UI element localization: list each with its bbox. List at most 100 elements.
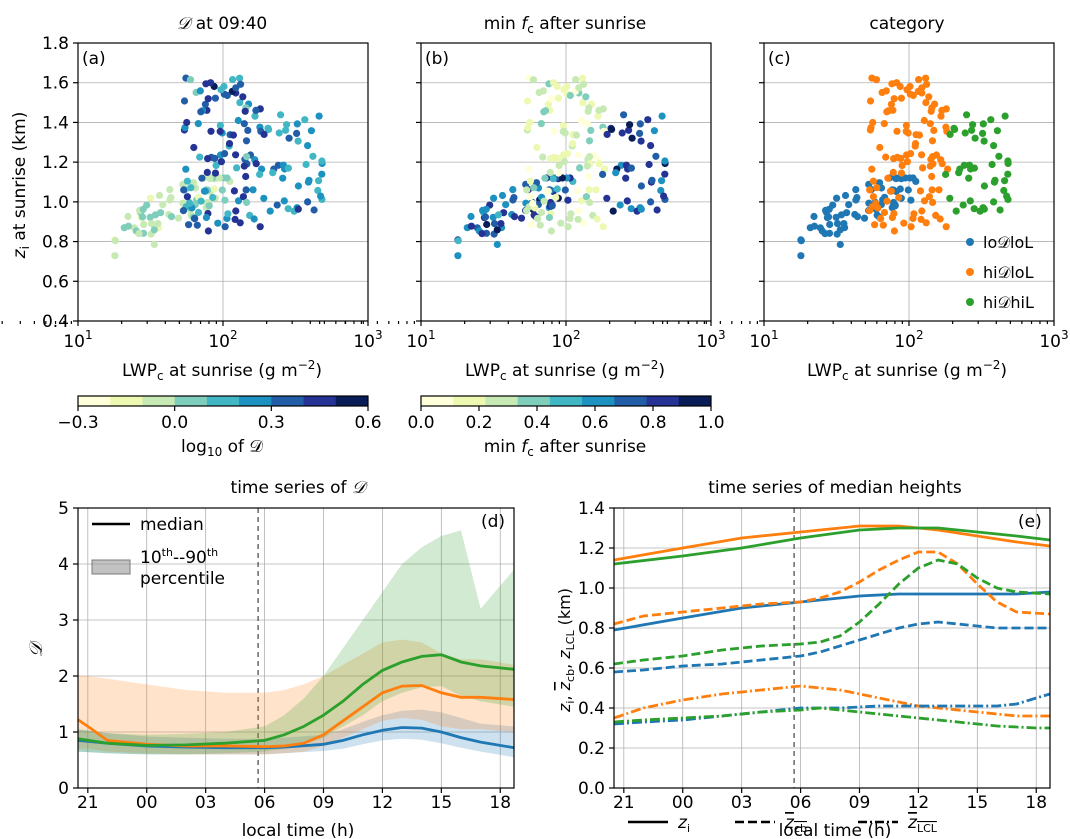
data-point — [872, 199, 880, 208]
data-point — [637, 205, 645, 213]
data-point — [576, 164, 584, 172]
data-point — [586, 198, 594, 206]
data-point — [616, 201, 624, 209]
data-point — [242, 172, 250, 181]
data-point — [585, 186, 593, 194]
data-point — [625, 126, 633, 134]
data-point — [560, 158, 569, 166]
height-line — [613, 620, 1050, 674]
data-point — [1003, 192, 1011, 200]
data-point — [315, 112, 323, 120]
colorbar-a: −0.3 0.0 0.3 0.6 — [57, 395, 382, 433]
panel-a-label: (a) — [82, 49, 106, 69]
data-point — [821, 230, 829, 238]
height-line — [613, 524, 1051, 562]
panel-a-ylabel: zi at sunrise (km) — [10, 112, 32, 260]
data-point — [559, 121, 568, 129]
data-point — [652, 152, 660, 160]
data-point — [1004, 157, 1012, 165]
data-point — [918, 84, 926, 92]
data-point — [995, 152, 1003, 160]
data-point — [256, 223, 264, 231]
data-point — [946, 130, 954, 138]
data-point — [564, 196, 572, 204]
data-point — [526, 177, 535, 185]
data-point — [221, 196, 229, 204]
data-point — [897, 94, 906, 102]
data-point — [233, 164, 241, 172]
data-point — [935, 186, 943, 194]
data-point — [211, 94, 219, 102]
data-point — [540, 108, 548, 116]
data-point — [539, 153, 547, 161]
data-point — [540, 197, 548, 205]
data-point — [595, 160, 603, 168]
data-point — [866, 97, 875, 105]
data-point — [314, 186, 322, 195]
data-point — [1000, 186, 1008, 195]
data-point — [193, 221, 201, 229]
panel-e-label: (e) — [1018, 512, 1042, 532]
data-point — [979, 129, 987, 137]
data-point — [928, 137, 937, 145]
data-point — [216, 127, 224, 135]
data-point — [240, 120, 248, 128]
data-point — [567, 210, 575, 218]
data-point — [294, 205, 302, 213]
data-point — [930, 126, 938, 134]
data-point — [225, 140, 234, 148]
legend-e-label-dashed: zcb — [784, 813, 807, 835]
data-point — [627, 205, 635, 213]
data-point — [530, 184, 538, 192]
data-point — [825, 205, 833, 213]
data-point — [928, 172, 936, 181]
data-point — [585, 137, 594, 145]
x-tick-label: 03 — [731, 793, 753, 813]
data-point — [221, 223, 229, 231]
panel-d-label: (d) — [481, 512, 505, 532]
x-tick-label: 21 — [77, 793, 99, 813]
data-point — [990, 198, 998, 206]
data-point — [493, 226, 501, 234]
colorbar-segment — [421, 396, 454, 406]
y-tick-label: 0.0 — [578, 779, 605, 799]
data-point — [204, 155, 212, 163]
data-point — [990, 142, 998, 150]
data-point — [845, 201, 853, 209]
data-point — [909, 91, 917, 100]
x-tick-label: 103 — [353, 328, 382, 352]
colorbar-segment — [485, 396, 519, 406]
data-point — [647, 142, 655, 150]
data-point — [572, 131, 581, 139]
data-point — [554, 169, 563, 177]
legend-c-label-0: lo𝒟loL — [983, 233, 1033, 252]
data-point — [636, 120, 644, 128]
data-point — [232, 207, 240, 215]
data-point — [533, 214, 542, 223]
data-point — [852, 186, 860, 194]
colorbar-segment — [239, 396, 272, 406]
data-point — [891, 202, 899, 210]
data-point — [942, 223, 950, 231]
panel-b-label: (b) — [425, 49, 449, 69]
data-point — [833, 194, 841, 202]
data-point — [946, 194, 954, 202]
x-tick-label: 101 — [749, 328, 778, 352]
x-tick-label: 103 — [696, 328, 725, 352]
data-point — [868, 165, 876, 173]
data-point — [243, 198, 251, 206]
data-point — [869, 118, 877, 127]
data-point — [124, 222, 132, 230]
data-point — [252, 106, 260, 114]
x-tick-label: 12 — [908, 793, 930, 813]
data-point — [888, 213, 897, 222]
data-point — [211, 169, 220, 177]
data-point — [294, 137, 302, 145]
data-point — [961, 129, 969, 137]
data-point — [797, 237, 805, 245]
data-point — [797, 252, 805, 260]
data-point — [559, 127, 567, 135]
height-line — [613, 706, 1050, 730]
x-tick-label: 18 — [1025, 793, 1047, 813]
data-point — [636, 129, 644, 137]
